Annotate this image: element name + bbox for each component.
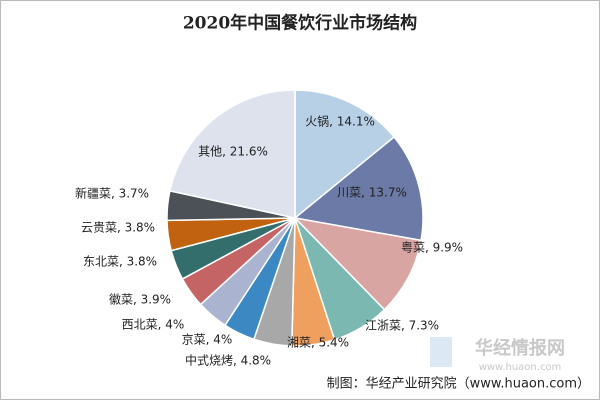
data-label: 京菜, 4% xyxy=(182,333,233,347)
data-label: 东北菜, 3.8% xyxy=(83,255,157,269)
data-label: 其他, 21.6% xyxy=(198,145,268,159)
pie-slice xyxy=(169,89,296,219)
watermark-logo xyxy=(430,337,452,367)
data-label: 西北菜, 4% xyxy=(122,318,185,332)
data-label: 川菜, 13.7% xyxy=(337,186,407,200)
data-label: 湘菜, 5.4% xyxy=(287,335,349,350)
data-label: 徽菜, 3.9% xyxy=(109,292,171,307)
data-label: 新疆菜, 3.7% xyxy=(75,186,149,201)
data-label: 粤菜, 9.9% xyxy=(401,240,463,255)
data-label: 云贵菜, 3.8% xyxy=(81,221,155,235)
data-label: 江浙菜, 7.3% xyxy=(365,319,439,333)
watermark: 华经情报网 xyxy=(475,337,565,359)
pie-slice xyxy=(294,89,396,220)
pie-slice xyxy=(293,135,424,242)
data-label: 中式烧烤, 4.8% xyxy=(185,353,271,368)
pie-slice xyxy=(292,216,422,311)
chart-title: 2020年中国餐饮行业市场结构 xyxy=(183,13,417,34)
source: 制图：华经产业研究院（www.huaon.com） xyxy=(327,377,590,392)
data-label: 火锅, 14.1% xyxy=(305,114,375,129)
watermark-url: www.huaon.com xyxy=(479,362,562,373)
